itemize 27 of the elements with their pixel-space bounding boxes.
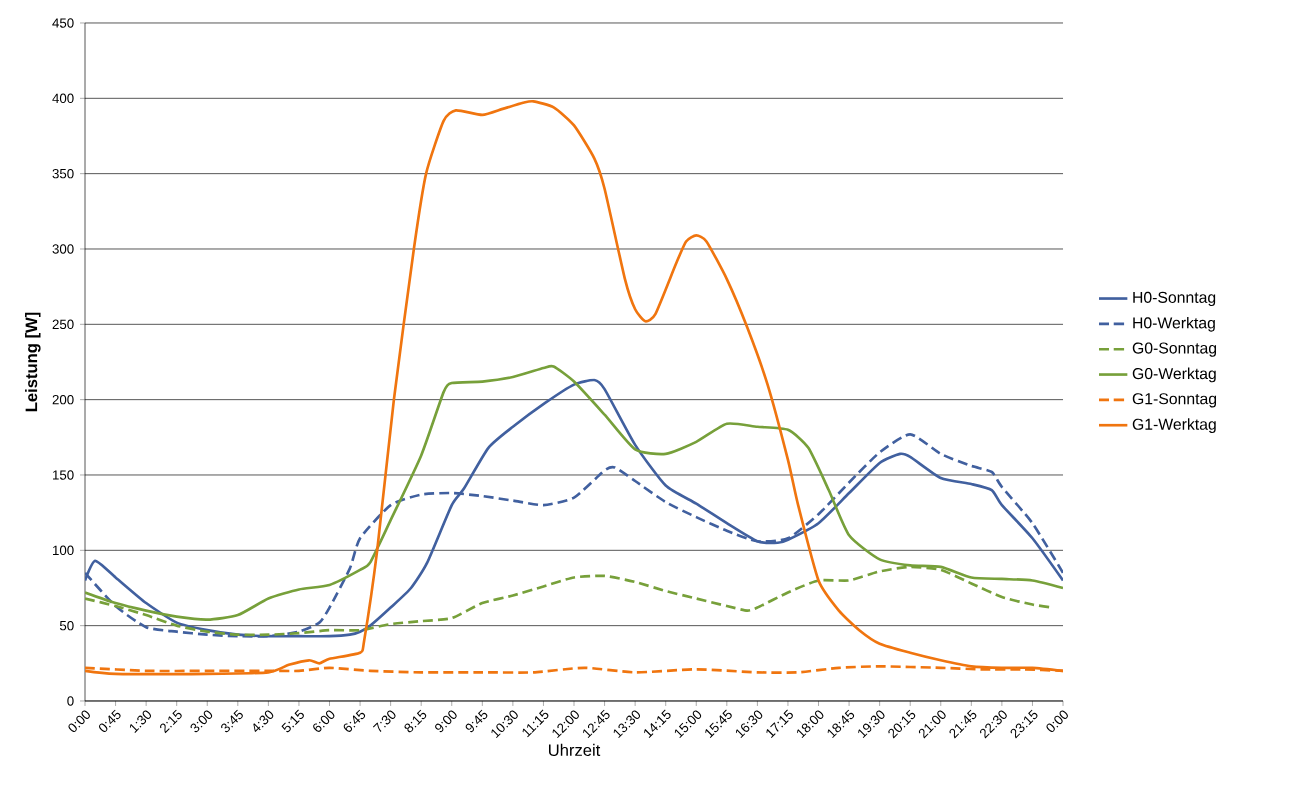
y-tick-label: 350 (52, 168, 74, 179)
y-tick-label: 300 (52, 244, 74, 254)
y-tick-label: 100 (53, 545, 74, 556)
y-tick-label: 200 (52, 394, 74, 405)
y-tick-label: 400 (52, 93, 74, 104)
y-tick-label: 150 (53, 470, 74, 480)
y-tick-label: 0 (67, 696, 74, 706)
legend-label: G1-Sonntag (1132, 393, 1217, 408)
legend-label: H0-Sonntag (1133, 291, 1216, 307)
x-tick-label: 7:30 (372, 710, 396, 732)
x-tick-label: 3:00 (190, 710, 213, 733)
legend-label: G0-Sonntag (1132, 342, 1217, 357)
legend-label: G0-Werktag (1132, 367, 1216, 383)
legend-label: H0-Werktag (1133, 316, 1215, 332)
x-tick-label: 9:00 (435, 710, 457, 733)
legend-label: G1-Werktag (1132, 418, 1216, 433)
x-tick-label: 6:00 (313, 710, 335, 732)
x-tick-label: 0:00 (1046, 710, 1068, 733)
x-tick-label: 0:45 (98, 709, 121, 733)
y-tick-label: 250 (52, 319, 74, 330)
x-tick-label: 0:00 (68, 710, 90, 733)
x-tick-label: 4:30 (253, 710, 274, 732)
y-axis-title: Leistung [W] (25, 312, 41, 412)
y-tick-label: 450 (52, 18, 74, 28)
y-tick-label: 50 (59, 620, 74, 631)
x-tick-label: 6:45 (343, 709, 366, 732)
x-axis-title: Uhrzeit (548, 743, 601, 757)
